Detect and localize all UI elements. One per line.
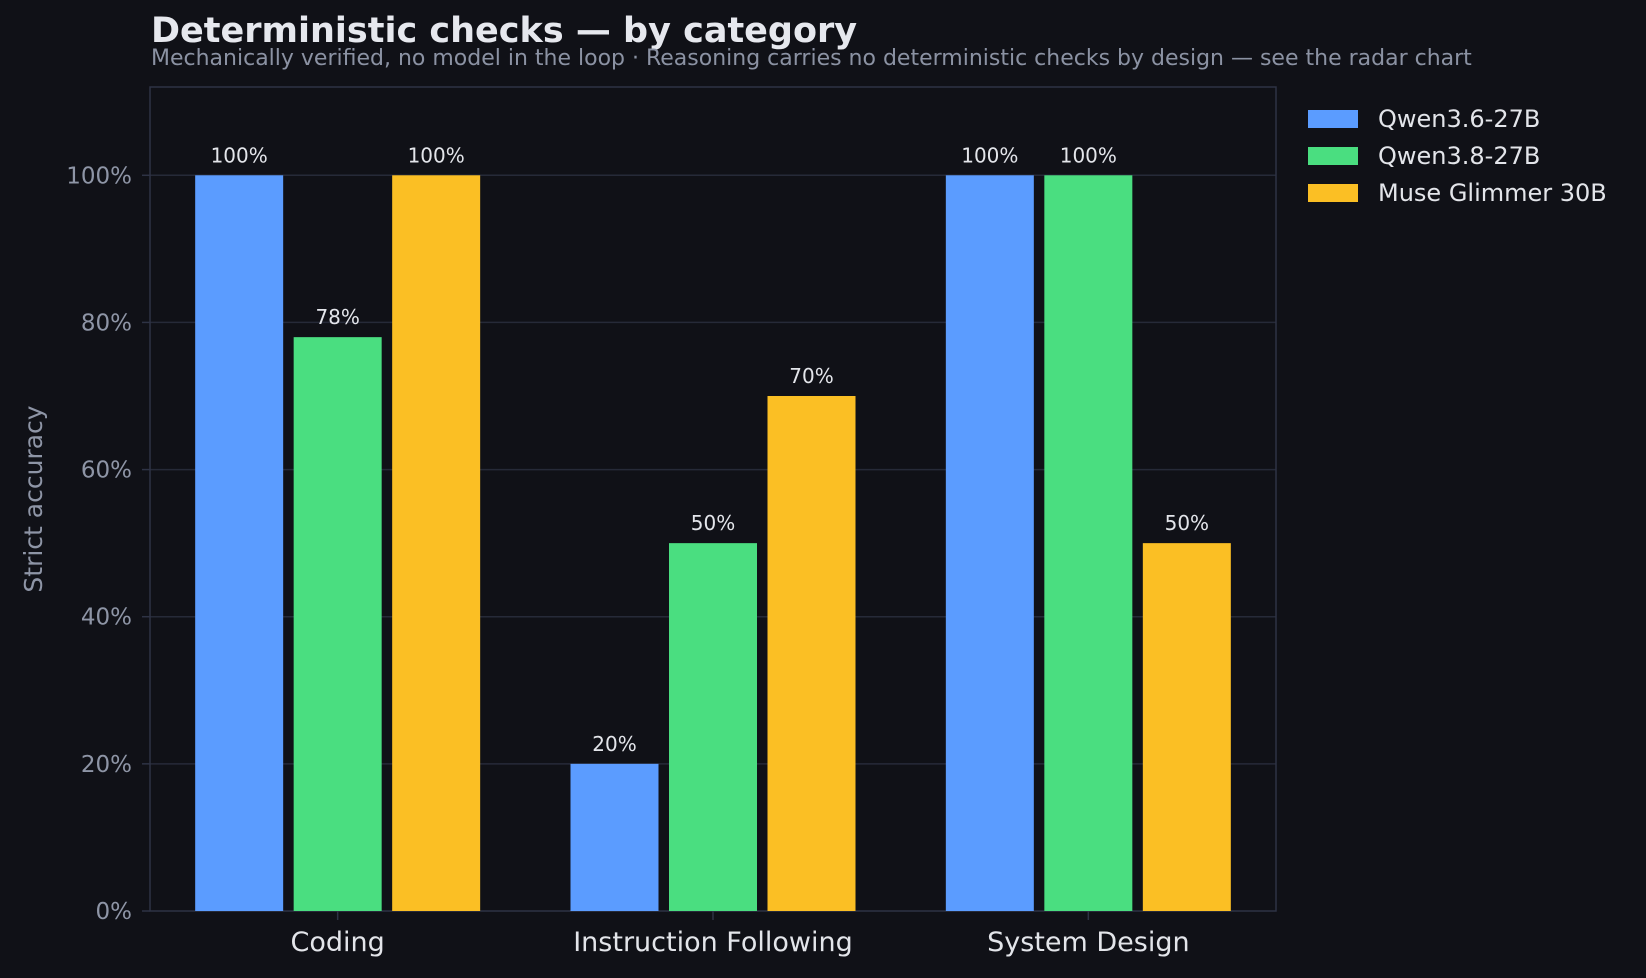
- bar: [669, 543, 757, 911]
- bar-value-label: 20%: [592, 732, 636, 756]
- legend-swatch: [1308, 183, 1358, 202]
- bar: [767, 396, 856, 911]
- bar: [195, 175, 284, 912]
- legend-item-muse-glimmer: Muse Glimmer 30B: [1308, 174, 1607, 211]
- legend-label: Qwen3.8-27B: [1378, 141, 1541, 170]
- legend-swatch: [1308, 146, 1358, 165]
- chart-title: Deterministic checks — by category: [151, 11, 858, 51]
- bar: [1044, 175, 1133, 912]
- y-axis-label: Strict accuracy: [19, 405, 48, 592]
- bar-value-label: 70%: [789, 364, 833, 388]
- bar-value-label: 100%: [1060, 143, 1117, 167]
- chart-legend: Qwen3.6-27B Qwen3.8-27B Muse Glimmer 30B: [1308, 100, 1607, 211]
- x-tick-label: Coding: [291, 927, 385, 958]
- y-tick-label: 20%: [81, 752, 132, 778]
- bar: [570, 763, 659, 911]
- bar: [1142, 543, 1231, 911]
- y-tick-label: 100%: [66, 163, 132, 189]
- legend-label: Qwen3.6-27B: [1378, 104, 1541, 133]
- legend-item-qwen3-8: Qwen3.8-27B: [1308, 137, 1607, 174]
- legend-item-qwen3-6: Qwen3.6-27B: [1308, 100, 1607, 137]
- bar: [945, 175, 1034, 912]
- legend-label: Muse Glimmer 30B: [1378, 178, 1607, 207]
- bar: [392, 175, 481, 912]
- bar-value-label: 50%: [691, 511, 735, 535]
- bar-value-label: 100%: [961, 143, 1018, 167]
- y-tick-label: 60%: [81, 458, 132, 484]
- chart-subtitle: Mechanically verified, no model in the l…: [151, 46, 1472, 71]
- bar: [293, 337, 382, 912]
- bar-value-label: 100%: [408, 143, 465, 167]
- y-tick-label: 80%: [81, 310, 132, 336]
- y-tick-label: 0%: [96, 899, 133, 925]
- bar-value-label: 50%: [1165, 511, 1209, 535]
- y-tick-label: 40%: [81, 605, 132, 631]
- legend-swatch: [1308, 109, 1358, 128]
- bar-value-label: 100%: [211, 143, 268, 167]
- x-tick-label: System Design: [987, 927, 1190, 958]
- x-tick-label: Instruction Following: [573, 927, 853, 958]
- bar-value-label: 78%: [315, 305, 359, 329]
